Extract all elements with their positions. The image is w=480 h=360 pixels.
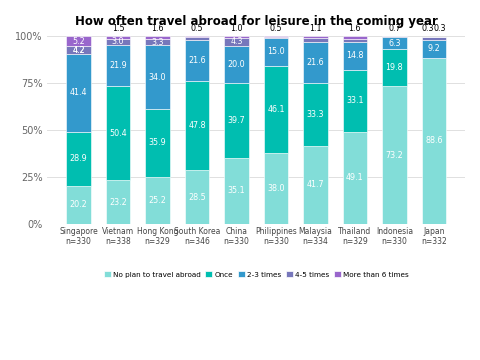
Text: 41.7: 41.7	[307, 180, 324, 189]
Bar	[343, 132, 367, 224]
Bar	[421, 37, 446, 40]
Text: 0.5: 0.5	[191, 24, 204, 33]
Bar	[185, 40, 209, 81]
Text: 41.4: 41.4	[70, 88, 87, 97]
Bar	[224, 158, 249, 224]
Bar	[66, 54, 91, 132]
Text: 35.9: 35.9	[149, 138, 167, 147]
Text: 21.6: 21.6	[188, 56, 206, 65]
Text: 14.8: 14.8	[346, 51, 363, 60]
Bar	[185, 37, 209, 40]
Text: 1.6: 1.6	[151, 24, 164, 33]
Bar	[145, 36, 170, 39]
Bar	[145, 45, 170, 109]
Bar	[303, 83, 328, 145]
Bar	[106, 36, 130, 39]
Text: 33.1: 33.1	[346, 96, 363, 105]
Bar	[264, 37, 288, 38]
Bar	[185, 36, 209, 37]
Bar	[382, 37, 407, 49]
Bar	[145, 109, 170, 177]
Text: 3.3: 3.3	[151, 38, 164, 47]
Bar	[66, 132, 91, 186]
Bar	[421, 40, 446, 58]
Text: 28.5: 28.5	[188, 193, 206, 202]
Bar	[106, 86, 130, 180]
Text: 20.2: 20.2	[70, 201, 87, 210]
Text: 0.3: 0.3	[433, 24, 446, 33]
Text: 1.1: 1.1	[309, 24, 322, 33]
Text: 46.1: 46.1	[267, 105, 285, 114]
Bar	[382, 36, 407, 37]
Text: 1.0: 1.0	[230, 24, 243, 33]
Bar	[224, 46, 249, 84]
Title: How often travel abroad for leisure in the coming year: How often travel abroad for leisure in t…	[75, 15, 438, 28]
Text: 49.1: 49.1	[346, 173, 364, 182]
Text: 88.6: 88.6	[425, 136, 443, 145]
Text: 25.2: 25.2	[149, 196, 167, 205]
Text: 73.2: 73.2	[385, 151, 403, 160]
Bar	[66, 36, 91, 46]
Text: 19.8: 19.8	[385, 63, 403, 72]
Text: 33.3: 33.3	[307, 110, 324, 119]
Text: 50.4: 50.4	[109, 129, 127, 138]
Bar	[264, 153, 288, 224]
Text: 0.7: 0.7	[388, 24, 401, 33]
Text: 28.9: 28.9	[70, 154, 87, 163]
Text: 34.0: 34.0	[149, 73, 166, 82]
Text: 23.2: 23.2	[109, 198, 127, 207]
Bar	[343, 42, 367, 69]
Text: 4.2: 4.2	[72, 45, 85, 54]
Bar	[106, 39, 130, 45]
Bar	[421, 58, 446, 224]
Bar	[224, 36, 249, 38]
Bar	[382, 86, 407, 224]
Text: 5.2: 5.2	[72, 37, 85, 46]
Text: 21.6: 21.6	[307, 58, 324, 67]
Text: 47.8: 47.8	[188, 121, 206, 130]
Text: 1.5: 1.5	[112, 24, 124, 33]
Text: 15.0: 15.0	[267, 48, 285, 57]
Bar	[224, 38, 249, 46]
Text: 21.9: 21.9	[109, 60, 127, 69]
Bar	[343, 69, 367, 132]
Bar	[343, 39, 367, 42]
Bar	[185, 170, 209, 224]
Bar	[66, 46, 91, 54]
Bar	[303, 145, 328, 224]
Text: 0.3: 0.3	[421, 24, 434, 33]
Text: 3.0: 3.0	[112, 37, 124, 46]
Text: 4.2: 4.2	[72, 45, 85, 54]
Bar	[264, 38, 288, 66]
Bar	[382, 49, 407, 86]
Text: 4.3: 4.3	[230, 37, 243, 46]
Bar	[145, 39, 170, 45]
Bar	[224, 84, 249, 158]
Text: 9.2: 9.2	[427, 44, 440, 53]
Bar	[66, 186, 91, 224]
Bar	[185, 81, 209, 170]
Text: 39.7: 39.7	[228, 116, 245, 125]
Bar	[303, 38, 328, 42]
Bar	[303, 42, 328, 83]
Bar	[264, 66, 288, 153]
Bar	[343, 36, 367, 39]
Text: 0.5: 0.5	[270, 24, 282, 33]
Legend: No plan to travel abroad, Once, 2-3 times, 4-5 times, More than 6 times: No plan to travel abroad, Once, 2-3 time…	[101, 268, 411, 280]
Bar	[145, 177, 170, 224]
Text: 6.3: 6.3	[388, 39, 401, 48]
Text: 38.0: 38.0	[267, 184, 285, 193]
Text: 35.1: 35.1	[228, 186, 245, 195]
Bar	[303, 36, 328, 38]
Text: 1.6: 1.6	[348, 24, 361, 33]
Bar	[264, 36, 288, 37]
Text: 20.0: 20.0	[228, 60, 245, 69]
Bar	[106, 180, 130, 224]
Bar	[106, 45, 130, 86]
